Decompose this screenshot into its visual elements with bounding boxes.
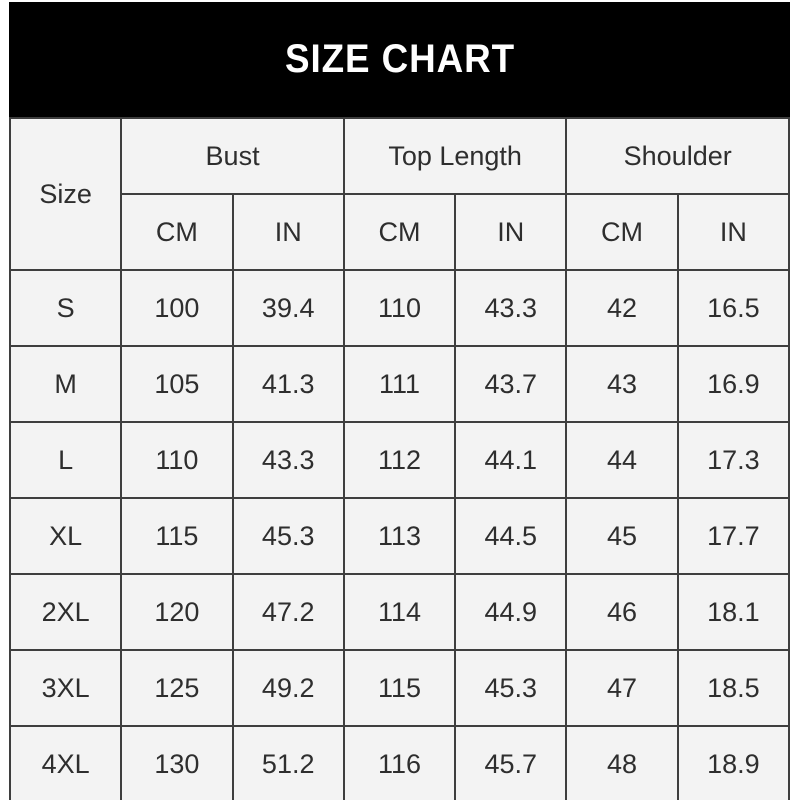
table-row: 3XL 125 49.2 115 45.3 47 18.5 bbox=[8, 649, 791, 727]
size-chart-table: Size Bust Top Length Shoulder CM IN CM I… bbox=[8, 117, 791, 800]
size-cell: 2XL bbox=[8, 573, 123, 651]
value-cell: 44.5 bbox=[454, 497, 568, 575]
value-cell: 45.3 bbox=[231, 497, 345, 575]
value-cell: 44 bbox=[565, 421, 679, 499]
value-cell: 45.3 bbox=[454, 649, 568, 727]
header-size: Size bbox=[8, 117, 123, 271]
unit-header-top-length-cm: CM bbox=[342, 193, 457, 271]
unit-header-shoulder-in: IN bbox=[676, 193, 791, 271]
unit-header-shoulder-cm: CM bbox=[565, 193, 679, 271]
size-cell: S bbox=[8, 269, 123, 347]
value-cell: 18.1 bbox=[676, 573, 791, 651]
title-banner: SIZE CHART bbox=[9, 2, 790, 117]
value-cell: 45 bbox=[565, 497, 679, 575]
value-cell: 17.3 bbox=[676, 421, 791, 499]
value-cell: 115 bbox=[342, 649, 457, 727]
value-cell: 43.3 bbox=[231, 421, 345, 499]
size-cell: 4XL bbox=[8, 725, 123, 800]
value-cell: 51.2 bbox=[231, 725, 345, 800]
value-cell: 46 bbox=[565, 573, 679, 651]
value-cell: 43.7 bbox=[454, 345, 568, 423]
table-row: XL 115 45.3 113 44.5 45 17.7 bbox=[8, 497, 791, 575]
size-cell: XL bbox=[8, 497, 123, 575]
value-cell: 48 bbox=[565, 725, 679, 800]
table-row: L 110 43.3 112 44.1 44 17.3 bbox=[8, 421, 791, 499]
size-cell: 3XL bbox=[8, 649, 123, 727]
value-cell: 16.9 bbox=[676, 345, 791, 423]
value-cell: 125 bbox=[120, 649, 234, 727]
value-cell: 113 bbox=[342, 497, 457, 575]
header-group-row: Size Bust Top Length Shoulder bbox=[8, 117, 790, 271]
unit-header-top-length-in: IN bbox=[454, 193, 568, 271]
value-cell: 110 bbox=[120, 421, 234, 499]
table-header: Size Bust Top Length Shoulder CM IN CM I… bbox=[8, 117, 791, 271]
value-cell: 120 bbox=[120, 573, 234, 651]
value-cell: 44.1 bbox=[454, 421, 568, 499]
unit-header-bust-in: IN bbox=[231, 193, 345, 271]
table-row: S 100 39.4 110 43.3 42 16.5 bbox=[8, 269, 791, 347]
value-cell: 130 bbox=[120, 725, 234, 800]
value-cell: 105 bbox=[120, 345, 234, 423]
header-group-shoulder: Shoulder bbox=[565, 117, 790, 195]
value-cell: 17.7 bbox=[676, 497, 791, 575]
value-cell: 45.7 bbox=[454, 725, 568, 800]
value-cell: 49.2 bbox=[231, 649, 345, 727]
table-row: 2XL 120 47.2 114 44.9 46 18.1 bbox=[8, 573, 791, 651]
value-cell: 42 bbox=[565, 269, 679, 347]
value-cell: 39.4 bbox=[231, 269, 345, 347]
value-cell: 111 bbox=[342, 345, 457, 423]
value-cell: 16.5 bbox=[676, 269, 791, 347]
page-title: SIZE CHART bbox=[284, 37, 515, 81]
value-cell: 18.5 bbox=[676, 649, 791, 727]
value-cell: 116 bbox=[342, 725, 457, 800]
size-cell: L bbox=[8, 421, 123, 499]
unit-header-bust-cm: CM bbox=[120, 193, 234, 271]
value-cell: 110 bbox=[342, 269, 457, 347]
value-cell: 100 bbox=[120, 269, 234, 347]
header-unit-row: CM IN CM IN CM IN bbox=[10, 193, 791, 271]
table-row: 4XL 130 51.2 116 45.7 48 18.9 bbox=[8, 725, 791, 800]
value-cell: 115 bbox=[120, 497, 234, 575]
size-cell: M bbox=[8, 345, 123, 423]
value-cell: 47.2 bbox=[231, 573, 345, 651]
table-row: M 105 41.3 111 43.7 43 16.9 bbox=[8, 345, 791, 423]
value-cell: 47 bbox=[565, 649, 679, 727]
table-body: S 100 39.4 110 43.3 42 16.5 M 105 41.3 1… bbox=[8, 269, 791, 800]
value-cell: 41.3 bbox=[231, 345, 345, 423]
value-cell: 112 bbox=[342, 421, 457, 499]
value-cell: 43.3 bbox=[454, 269, 568, 347]
value-cell: 114 bbox=[342, 573, 457, 651]
value-cell: 44.9 bbox=[454, 573, 568, 651]
value-cell: 18.9 bbox=[676, 725, 791, 800]
value-cell: 43 bbox=[565, 345, 679, 423]
header-group-bust: Bust bbox=[120, 117, 345, 195]
header-group-top-length: Top Length bbox=[342, 117, 568, 195]
